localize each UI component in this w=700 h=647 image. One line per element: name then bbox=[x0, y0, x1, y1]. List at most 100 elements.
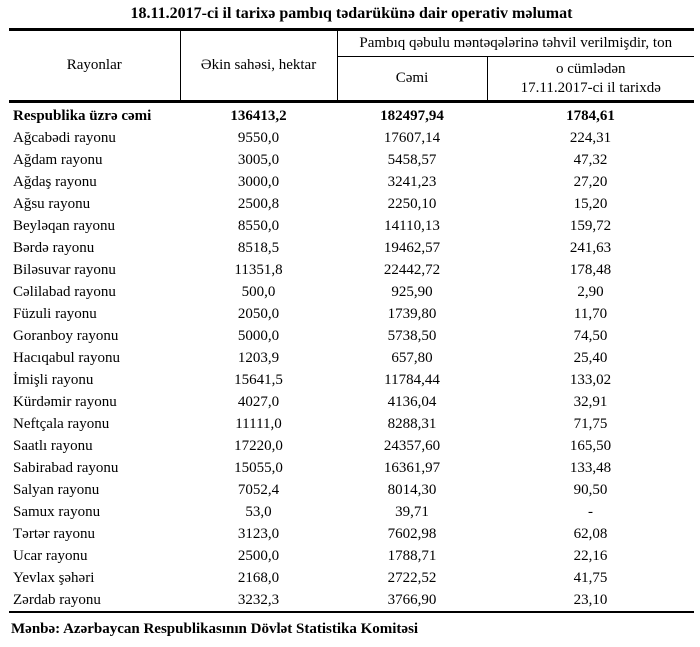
delivered-on-date-cell: 165,50 bbox=[569, 438, 612, 454]
sown-area-cell: 15055,0 bbox=[234, 460, 283, 476]
delivered-on-date-cell: 178,48 bbox=[569, 262, 612, 278]
sown-area-cell: 3232,3 bbox=[237, 591, 280, 608]
region-cell: Cəlilabad rayonu bbox=[13, 284, 116, 300]
region-cell: Respublika üzrə cəmi bbox=[13, 108, 152, 125]
region-cell: Kürdəmir rayonu bbox=[13, 394, 117, 410]
delivered-on-date-cell: 32,91 bbox=[573, 394, 608, 410]
sown-area-cell: 5000,0 bbox=[237, 328, 280, 344]
table-row: Ağsu rayonu 2500,8 2250,10 15,20 bbox=[9, 194, 694, 216]
region-cell: Bərdə rayonu bbox=[13, 240, 95, 256]
region-cell: Zərdab rayonu bbox=[13, 591, 101, 608]
delivered-total-cell: 19462,57 bbox=[383, 240, 441, 256]
page-title: 18.11.2017-ci il tarixə pambıq tədarükün… bbox=[130, 5, 573, 22]
region-cell: Biləsuvar rayonu bbox=[13, 262, 116, 278]
delivered-on-date-cell: 41,75 bbox=[573, 570, 608, 586]
cotton-procurement-table: Rayonlar Əkin sahəsi, hektar Pambıq qəbu… bbox=[9, 28, 695, 613]
table-row: Salyan rayonu 7052,4 8014,30 90,50 bbox=[9, 480, 694, 502]
delivered-total-cell: 182497,94 bbox=[380, 108, 444, 125]
sown-area-cell: 2050,0 bbox=[237, 306, 280, 322]
delivered-on-date-cell: 133,02 bbox=[569, 372, 612, 388]
delivered-total-cell: 7602,98 bbox=[387, 526, 437, 542]
delivered-total-cell: 24357,60 bbox=[383, 438, 441, 454]
table-row: Ağdam rayonu 3005,0 5458,57 47,32 bbox=[9, 150, 694, 172]
region-cell: Ağcabədi rayonu bbox=[13, 130, 116, 146]
table-row: Biləsuvar rayonu 11351,8 22442,72 178,48 bbox=[9, 260, 694, 282]
sown-area-cell: 2168,0 bbox=[237, 570, 280, 586]
table-row: Ağcabədi rayonu 9550,0 17607,14 224,31 bbox=[9, 128, 694, 150]
sown-area-cell: 8518,5 bbox=[237, 240, 280, 256]
sown-area-cell: 7052,4 bbox=[237, 482, 280, 498]
source-note: Mənbə: Azərbaycan Respublikasının Dövlət… bbox=[11, 620, 419, 637]
header-sown-area: Əkin sahəsi, hektar bbox=[180, 29, 338, 103]
delivered-on-date-cell: 47,32 bbox=[573, 152, 608, 168]
delivered-on-date-cell: 74,50 bbox=[573, 328, 608, 344]
delivered-total-cell: 39,71 bbox=[395, 504, 429, 520]
sown-area-cell: 8550,0 bbox=[237, 218, 280, 234]
region-cell: Saatlı rayonu bbox=[13, 438, 93, 454]
sown-area-cell: 3000,0 bbox=[237, 174, 280, 190]
sown-area-cell: 1203,9 bbox=[237, 350, 280, 366]
sown-area-cell: 136413,2 bbox=[230, 108, 287, 125]
delivered-total-cell: 5458,57 bbox=[387, 152, 437, 168]
table-row: Zərdab rayonu 3232,3 3766,90 23,10 bbox=[9, 590, 694, 612]
delivered-total-cell: 2722,52 bbox=[387, 570, 437, 586]
delivered-total-cell: 8288,31 bbox=[387, 416, 437, 432]
delivered-total-cell: 17607,14 bbox=[383, 130, 441, 146]
region-cell: Samux rayonu bbox=[13, 504, 101, 520]
delivered-on-date-cell: 22,16 bbox=[573, 548, 608, 564]
region-cell: İmişli rayonu bbox=[13, 372, 94, 388]
sown-area-cell: 11111,0 bbox=[235, 416, 282, 432]
delivered-on-date-cell: 23,10 bbox=[573, 591, 608, 608]
region-cell: Tərtər rayonu bbox=[13, 526, 96, 542]
table-row: Goranboy rayonu 5000,0 5738,50 74,50 bbox=[9, 326, 694, 348]
table-row: Saatlı rayonu 17220,0 24357,60 165,50 bbox=[9, 436, 694, 458]
region-cell: Ucar rayonu bbox=[13, 548, 88, 564]
region-cell: Neftçala rayonu bbox=[13, 416, 110, 432]
delivered-on-date-cell: 159,72 bbox=[569, 218, 612, 234]
table-row: Hacıqabul rayonu 1203,9 657,80 25,40 bbox=[9, 348, 694, 370]
delivered-on-date-cell: 241,63 bbox=[569, 240, 612, 256]
header-including-line2: 17.11.2017-ci il tarixdə bbox=[520, 79, 661, 96]
delivered-on-date-cell: 62,08 bbox=[573, 526, 608, 542]
delivered-on-date-cell: 71,75 bbox=[573, 416, 608, 432]
sown-area-cell: 11351,8 bbox=[234, 262, 283, 278]
sown-area-cell: 2500,0 bbox=[237, 548, 280, 564]
delivered-on-date-cell: 15,20 bbox=[573, 196, 608, 212]
header-delivered-group: Pambıq qəbulu məntəqələrinə təhvil veril… bbox=[337, 29, 695, 57]
table-body: Respublika üzrə cəmi 136413,2 182497,94 … bbox=[9, 102, 694, 612]
delivered-total-cell: 657,80 bbox=[391, 350, 433, 366]
delivered-on-date-cell: 11,70 bbox=[573, 306, 608, 322]
region-cell: Sabirabad rayonu bbox=[13, 460, 119, 476]
table-row: Kürdəmir rayonu 4027,0 4136,04 32,91 bbox=[9, 392, 694, 414]
delivered-total-cell: 2250,10 bbox=[387, 196, 437, 212]
region-cell: Hacıqabul rayonu bbox=[13, 350, 121, 366]
header-regions: Rayonlar bbox=[9, 29, 181, 103]
delivered-total-cell: 22442,72 bbox=[383, 262, 441, 278]
table-row: Füzuli rayonu 2050,0 1739,80 11,70 bbox=[9, 304, 694, 326]
sown-area-cell: 9550,0 bbox=[237, 130, 280, 146]
sown-area-cell: 17220,0 bbox=[234, 438, 283, 454]
table-row: Ağdaş rayonu 3000,0 3241,23 27,20 bbox=[9, 172, 694, 194]
region-cell: Beyləqan rayonu bbox=[13, 218, 116, 234]
total-row: Respublika üzrə cəmi 136413,2 182497,94 … bbox=[9, 102, 694, 128]
table-row: Beyləqan rayonu 8550,0 14110,13 159,72 bbox=[9, 216, 694, 238]
delivered-total-cell: 8014,30 bbox=[387, 482, 437, 498]
sown-area-cell: 15641,5 bbox=[234, 372, 283, 388]
delivered-total-cell: 1739,80 bbox=[387, 306, 437, 322]
delivered-total-cell: 11784,44 bbox=[384, 372, 440, 388]
delivered-on-date-cell: 2,90 bbox=[577, 284, 604, 300]
region-cell: Goranboy rayonu bbox=[13, 328, 119, 344]
table-row: Sabirabad rayonu 15055,0 16361,97 133,48 bbox=[9, 458, 694, 480]
table-row: Yevlax şəhəri 2168,0 2722,52 41,75 bbox=[9, 568, 694, 590]
table-row: Tərtər rayonu 3123,0 7602,98 62,08 bbox=[9, 524, 694, 546]
delivered-total-cell: 16361,97 bbox=[383, 460, 441, 476]
delivered-on-date-cell: 133,48 bbox=[569, 460, 612, 476]
delivered-total-cell: 3241,23 bbox=[387, 174, 437, 190]
region-cell: Salyan rayonu bbox=[13, 482, 100, 498]
delivered-total-cell: 14110,13 bbox=[384, 218, 440, 234]
header-including-line1: o cümlədən bbox=[555, 60, 626, 77]
table-row: Cəlilabad rayonu 500,0 925,90 2,90 bbox=[9, 282, 694, 304]
delivered-total-cell: 1788,71 bbox=[387, 548, 437, 564]
region-cell: Ağdam rayonu bbox=[13, 152, 103, 168]
